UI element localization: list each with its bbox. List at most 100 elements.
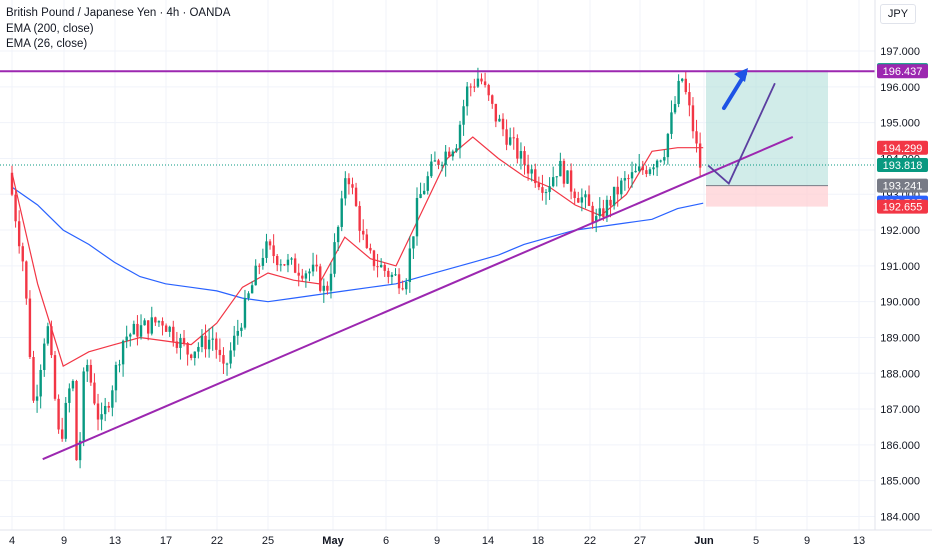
candle-body — [451, 151, 455, 157]
candle-body — [172, 326, 175, 342]
candle-body — [354, 187, 358, 206]
candle-body — [78, 440, 82, 461]
price-label-bg — [877, 178, 928, 193]
candle-body — [584, 194, 587, 198]
candle-body — [322, 285, 326, 291]
price-label-bg — [877, 199, 928, 214]
candle-body — [64, 402, 67, 439]
x-tick-label: 22 — [584, 535, 596, 547]
candle-body — [10, 172, 14, 195]
candle-body — [526, 164, 530, 174]
candle-body — [233, 335, 236, 351]
legend-title[interactable]: British Pound / Japanese Yen · 4h · OAND… — [6, 7, 231, 19]
ema26-line[interactable] — [11, 136, 704, 367]
candlesticks[interactable] — [10, 67, 702, 469]
candle-body — [638, 166, 641, 171]
x-tick-label: 5 — [753, 535, 759, 547]
y-tick-label: 190.000 — [880, 297, 920, 309]
time-axis[interactable]: 4 9 13 17 22 25 May 6 9 14 18 22 27 Jun 5 9 13 — [0, 529, 932, 547]
x-tick-label: 22 — [211, 535, 223, 547]
candle-body — [82, 371, 85, 441]
price-label-bg — [877, 64, 928, 79]
candle-body — [691, 105, 695, 132]
candle-body — [419, 194, 422, 198]
candle-body — [670, 112, 673, 134]
candle-body — [258, 265, 261, 267]
x-tick-label: 25 — [262, 535, 274, 547]
candle-body — [652, 167, 655, 170]
candle-body — [412, 236, 415, 249]
candle-body — [89, 364, 93, 383]
price-axis[interactable]: 184.000 185.000 186.000 187.000 188.000 189.0… — [874, 0, 928, 530]
candle-body — [344, 178, 347, 199]
candle-body — [103, 405, 107, 415]
candle-body — [458, 124, 462, 149]
candle-body — [465, 86, 469, 107]
candle-body — [161, 321, 164, 326]
price-label: 192.655 — [883, 202, 923, 214]
candle-body — [501, 118, 505, 130]
legend-ema26[interactable]: EMA (26, close) — [6, 38, 88, 50]
candle-body — [179, 338, 182, 348]
drawing-overlays[interactable] — [0, 68, 875, 461]
candle-body — [25, 261, 28, 299]
candle-body — [673, 104, 677, 113]
candle-body — [379, 264, 383, 268]
candle-body — [207, 339, 211, 350]
candle-body — [276, 256, 279, 266]
candle-body — [487, 85, 490, 96]
candle-body — [60, 429, 64, 439]
position-zones[interactable] — [706, 70, 828, 207]
candle-body — [677, 80, 680, 105]
x-tick-label: 18 — [532, 535, 544, 547]
ema200-line[interactable] — [11, 186, 704, 303]
candle-body — [319, 266, 322, 291]
x-tick-label: Jun — [694, 535, 714, 547]
candle-body — [695, 131, 698, 144]
candle-body — [111, 390, 114, 408]
candle-body — [154, 317, 157, 323]
candle-body — [505, 129, 508, 145]
x-tick-label: 9 — [804, 535, 810, 547]
candle-body — [279, 264, 282, 266]
legend-ema200[interactable]: EMA (200, close) — [6, 22, 94, 35]
x-tick-label: May — [322, 535, 344, 547]
candle-body — [426, 176, 429, 191]
candle-body — [512, 137, 515, 139]
candle-body — [648, 169, 652, 174]
x-tick-label: 6 — [383, 535, 389, 547]
candle-body — [519, 151, 523, 159]
candle-body — [132, 323, 136, 335]
candle-body — [641, 166, 644, 171]
candle-body — [93, 382, 96, 404]
y-tick-label: 192.000 — [880, 225, 920, 237]
candle-body — [197, 346, 200, 352]
candle-body — [254, 265, 257, 286]
y-tick-label: 197.000 — [880, 46, 920, 58]
price-label: 193.241 — [883, 181, 923, 193]
candle-body — [480, 78, 483, 82]
candle-body — [569, 170, 573, 192]
candle-body — [143, 320, 146, 326]
y-tick-label: 184.000 — [880, 511, 920, 523]
up-arrow-shaft — [722, 72, 747, 110]
ema26-path — [11, 136, 704, 367]
x-tick-label: 9 — [61, 535, 67, 547]
candle-body — [620, 180, 623, 195]
candle-body — [329, 273, 333, 291]
price-label: 196.437 — [883, 66, 923, 78]
candle-body — [247, 293, 250, 299]
candle-body — [333, 242, 336, 274]
candle-body — [430, 161, 433, 177]
candle-body — [215, 338, 218, 350]
y-tick-label: 186.000 — [880, 440, 920, 452]
y-tick-label: 191.000 — [880, 261, 920, 273]
candle-body — [229, 350, 232, 364]
projection-path — [707, 82, 776, 185]
currency-unit-label[interactable]: JPY — [880, 4, 916, 24]
candle-body — [555, 176, 558, 178]
candle-body — [548, 186, 551, 193]
candle-body — [190, 354, 193, 358]
candle-body — [211, 338, 214, 340]
